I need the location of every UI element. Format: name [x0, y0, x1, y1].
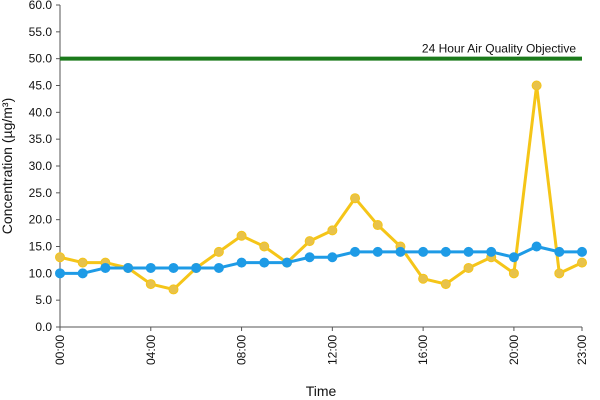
series-0-point [259, 241, 270, 252]
series-0-point [77, 257, 88, 268]
series-0-point [236, 230, 247, 241]
series-1-point [100, 262, 111, 273]
series-0-point [372, 220, 383, 231]
series-1-point [577, 246, 587, 257]
series-1-point [554, 246, 565, 257]
series-0-point [508, 268, 519, 279]
series-1-point [418, 246, 429, 257]
series-1-point [145, 262, 156, 273]
series-1-point [327, 252, 338, 263]
y-axis-ticks: 0.0 5.0 10.0 15.0 20.0 25.0 30.0 35.0 40.0 45.0 50… [29, 0, 60, 334]
series-1-line [60, 245, 582, 275]
objective-label: 24 Hour Air Quality Objective [422, 42, 576, 56]
y-tick-label: 45.0 [29, 79, 53, 93]
x-tick-label: 20:00 [507, 335, 521, 365]
y-axis-title: Concentration (µg/m³) [0, 98, 15, 234]
y-tick-label: 50.0 [29, 52, 53, 66]
series-1-point [350, 246, 361, 257]
y-tick-label: 0.0 [35, 320, 52, 334]
series-0-point [327, 225, 338, 236]
series-0-point [531, 80, 542, 91]
y-tick-label: 15.0 [29, 240, 53, 254]
y-tick-label: 25.0 [29, 186, 53, 200]
series-1-point [236, 257, 247, 268]
y-tick-label: 5.0 [35, 293, 52, 307]
series-1-point [372, 246, 383, 257]
y-tick-label: 30.0 [29, 159, 53, 173]
series-0-point [418, 273, 429, 284]
y-tick-label: 40.0 [29, 105, 53, 119]
x-tick-label: 00:00 [53, 335, 67, 365]
series-1-point [440, 246, 451, 257]
series-0-point [440, 279, 451, 290]
x-tick-label: 12:00 [325, 335, 339, 365]
series-1-point [168, 262, 179, 273]
series-1-point [55, 268, 65, 279]
x-tick-label: 08:00 [235, 335, 249, 365]
x-axis-title: Time [306, 383, 337, 399]
series-group [55, 80, 587, 295]
series-1-point [508, 252, 519, 263]
series-0-point [304, 236, 315, 247]
series-0-line [59, 84, 583, 291]
x-axis-ticks: 00:00 04:00 08:00 12:00 16:00 20:00 23:00 [53, 327, 589, 365]
series-1-point [259, 257, 270, 268]
series-0-point [213, 246, 224, 257]
y-tick-label: 60.0 [29, 0, 53, 12]
series-0-point [168, 284, 179, 295]
series-0-point [350, 193, 361, 204]
reference-line-group: 24 Hour Air Quality Objective [60, 42, 582, 61]
series-0-point [463, 262, 474, 273]
series-1-point [123, 262, 134, 273]
series-1-point [395, 246, 406, 257]
series-1-point [281, 257, 292, 268]
series-1-point [304, 252, 315, 263]
series-1-point [191, 262, 202, 273]
series-1-point [486, 246, 497, 257]
x-tick-label: 16:00 [416, 335, 430, 365]
series-0-point [55, 252, 65, 263]
y-tick-label: 20.0 [29, 213, 53, 227]
series-0-point [577, 257, 587, 268]
series-0-point [145, 279, 156, 290]
series-0-point [554, 268, 565, 279]
x-tick-label: 23:00 [575, 335, 589, 365]
y-tick-label: 35.0 [29, 132, 53, 146]
series-1-point [531, 241, 542, 252]
series-1-point [463, 246, 474, 257]
y-tick-label: 10.0 [29, 266, 53, 280]
x-tick-label: 04:00 [144, 335, 158, 365]
y-tick-label: 55.0 [29, 25, 53, 39]
series-1-point [77, 268, 88, 279]
series-1-point [213, 262, 224, 273]
